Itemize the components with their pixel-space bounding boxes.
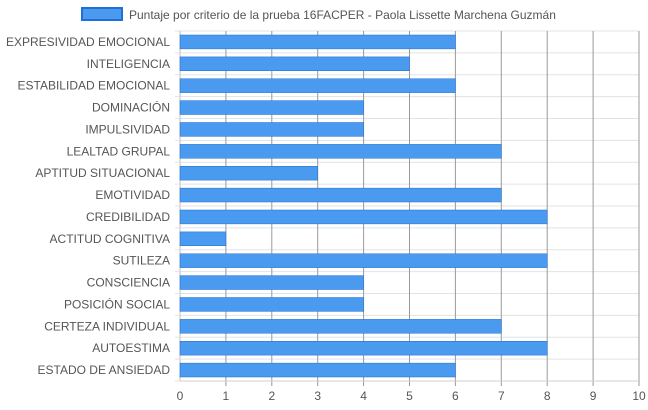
bars [179,34,548,378]
bar[interactable] [179,362,456,378]
bar[interactable] [179,275,364,290]
x-tick-label: 0 [177,389,184,403]
bar[interactable] [179,166,318,181]
category-label: CERTEZA INDIVIDUAL [44,319,170,333]
bar[interactable] [179,34,456,50]
x-tick-label: 10 [632,389,646,403]
category-label: INTELIGENCIA [87,57,170,71]
x-tick-label: 6 [452,389,459,403]
category-label: POSICIÓN SOCIAL [64,296,170,311]
legend-label[interactable]: Puntaje por criterio de la prueba 16FACP… [129,8,556,22]
legend[interactable]: Puntaje por criterio de la prueba 16FACP… [81,7,556,22]
bar[interactable] [179,144,502,159]
category-label: AUTOESTIMA [92,341,170,355]
category-label: IMPULSIVIDAD [85,122,170,136]
bar[interactable] [179,78,456,93]
category-label: LEALTAD GRUPAL [67,144,171,158]
category-label: SUTILEZA [113,254,170,268]
category-label: ESTABILIDAD EMOCIONAL [18,79,171,93]
legend-swatch[interactable] [81,7,123,21]
bar[interactable] [179,187,502,203]
x-axis-ticks: 0 1 2 3 4 5 6 7 8 9 10 [177,389,646,403]
category-label: EMOTIVIDAD [95,188,170,202]
bar[interactable] [179,297,364,312]
category-label: CONSCIENCIA [87,276,170,290]
x-tick-label: 4 [360,389,367,403]
bar[interactable] [179,100,364,115]
category-label: EXPRESIVIDAD EMOCIONAL [6,35,170,49]
category-label: ACTITUD COGNITIVA [50,232,170,246]
x-tick-label: 7 [498,389,505,403]
bar[interactable] [179,231,227,246]
category-label: APTITUD SITUACIONAL [35,166,170,180]
bar[interactable] [179,319,502,334]
bar[interactable] [179,341,548,356]
bar[interactable] [179,56,410,71]
x-tick-label: 3 [314,389,321,403]
x-tick-label: 5 [406,389,413,403]
category-labels: EXPRESIVIDAD EMOCIONAL INTELIGENCIA ESTABI… [6,35,170,377]
x-tick-label: 9 [590,389,597,403]
x-tick-label: 1 [223,389,230,403]
category-label: ESTADO DE ANSIEDAD [38,363,171,377]
category-label: CREDIBILIDAD [86,210,170,224]
bar[interactable] [179,122,364,137]
x-tick-label: 8 [544,389,551,403]
bar[interactable] [179,253,548,268]
category-label: DOMINACIÓN [92,100,170,115]
x-tick-label: 2 [268,389,275,403]
bar[interactable] [179,209,548,225]
